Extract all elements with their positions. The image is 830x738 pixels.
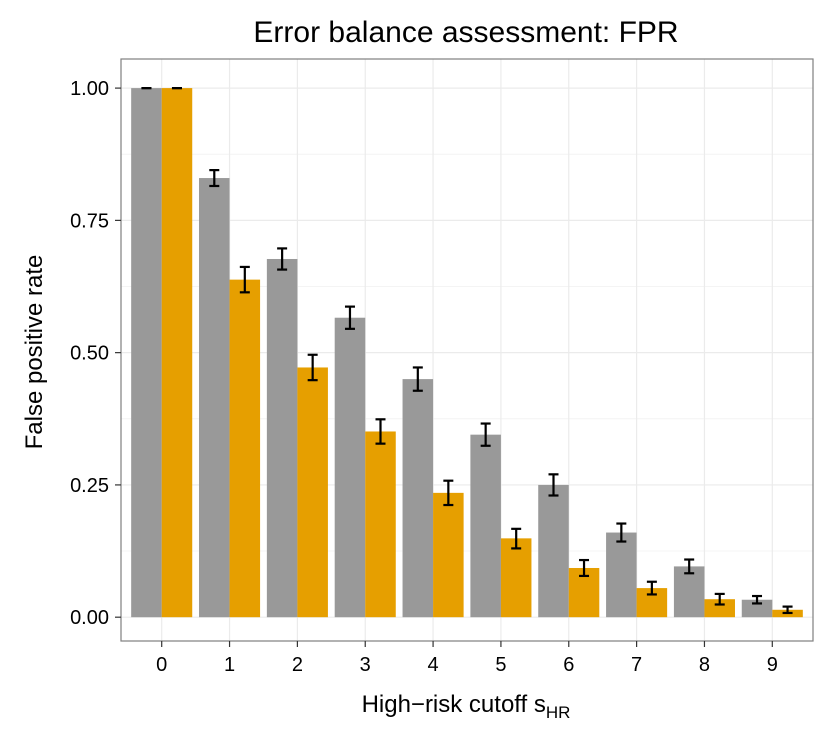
- bar: [606, 532, 637, 618]
- x-tick-label: 7: [631, 654, 642, 676]
- error-bar: [209, 169, 220, 188]
- bar: [161, 88, 193, 618]
- bar: [500, 538, 532, 618]
- plot-area: [120, 58, 814, 642]
- bar: [538, 484, 569, 618]
- x-axis-label: High−risk cutoff sHR: [362, 691, 571, 722]
- y-axis: 0.00 0.25 0.50 0.75 1.00: [70, 78, 121, 629]
- bar: [229, 279, 261, 618]
- x-tick-label: 9: [767, 654, 778, 676]
- y-tick-label: 0.00: [70, 607, 109, 629]
- x-tick-label: 8: [699, 654, 710, 676]
- x-tick-label: 6: [563, 654, 574, 676]
- x-tick-label: 2: [292, 654, 303, 676]
- error-bar: [646, 580, 657, 596]
- error-bar: [684, 558, 695, 575]
- error-bar: [548, 473, 559, 497]
- bar: [673, 566, 705, 618]
- bar: [741, 599, 773, 618]
- error-bar: [782, 605, 793, 615]
- bar: [266, 258, 298, 618]
- y-tick-label: 0.75: [70, 210, 109, 232]
- bar: [199, 178, 230, 618]
- error-bar: [511, 527, 522, 550]
- error-bar: [412, 366, 423, 392]
- bar: [704, 599, 735, 618]
- error-bar: [277, 247, 288, 271]
- bar: [297, 367, 328, 618]
- y-tick-label: 0.50: [70, 343, 109, 365]
- x-tick-label: 1: [224, 654, 235, 676]
- x-axis-label-main: High−risk cutoff s: [362, 691, 546, 718]
- bar: [402, 379, 434, 618]
- y-axis-label: False positive rate: [21, 255, 48, 450]
- chart-title: Error balance assessment: FPR: [253, 16, 678, 49]
- bar: [334, 317, 366, 618]
- y-tick-label: 0.25: [70, 475, 109, 497]
- plot-border: [120, 58, 814, 642]
- error-bar: [752, 594, 763, 605]
- bar: [131, 88, 162, 618]
- x-tick-label: 5: [495, 654, 506, 676]
- bars: [131, 88, 803, 618]
- bar: [470, 434, 501, 618]
- x-tick-label: 0: [156, 654, 167, 676]
- error-bar: [443, 479, 454, 507]
- error-bar: [375, 418, 386, 445]
- error-bar: [344, 305, 355, 330]
- error-bar: [307, 353, 318, 382]
- error-bar: [616, 522, 627, 543]
- bar: [433, 492, 464, 618]
- x-tick-label: 3: [360, 654, 371, 676]
- x-tick-label: 4: [428, 654, 439, 676]
- error-bar: [480, 422, 491, 447]
- x-axis-label-subscript: HR: [546, 703, 571, 722]
- error-bar: [579, 558, 590, 578]
- error-bar: [714, 592, 725, 606]
- error-bars: [141, 86, 793, 615]
- bar: [365, 431, 396, 618]
- y-tick-label: 1.00: [70, 78, 109, 100]
- x-axis: 0 1 2 3 4 5 6 7 8 9: [156, 641, 778, 676]
- error-bar: [239, 265, 250, 294]
